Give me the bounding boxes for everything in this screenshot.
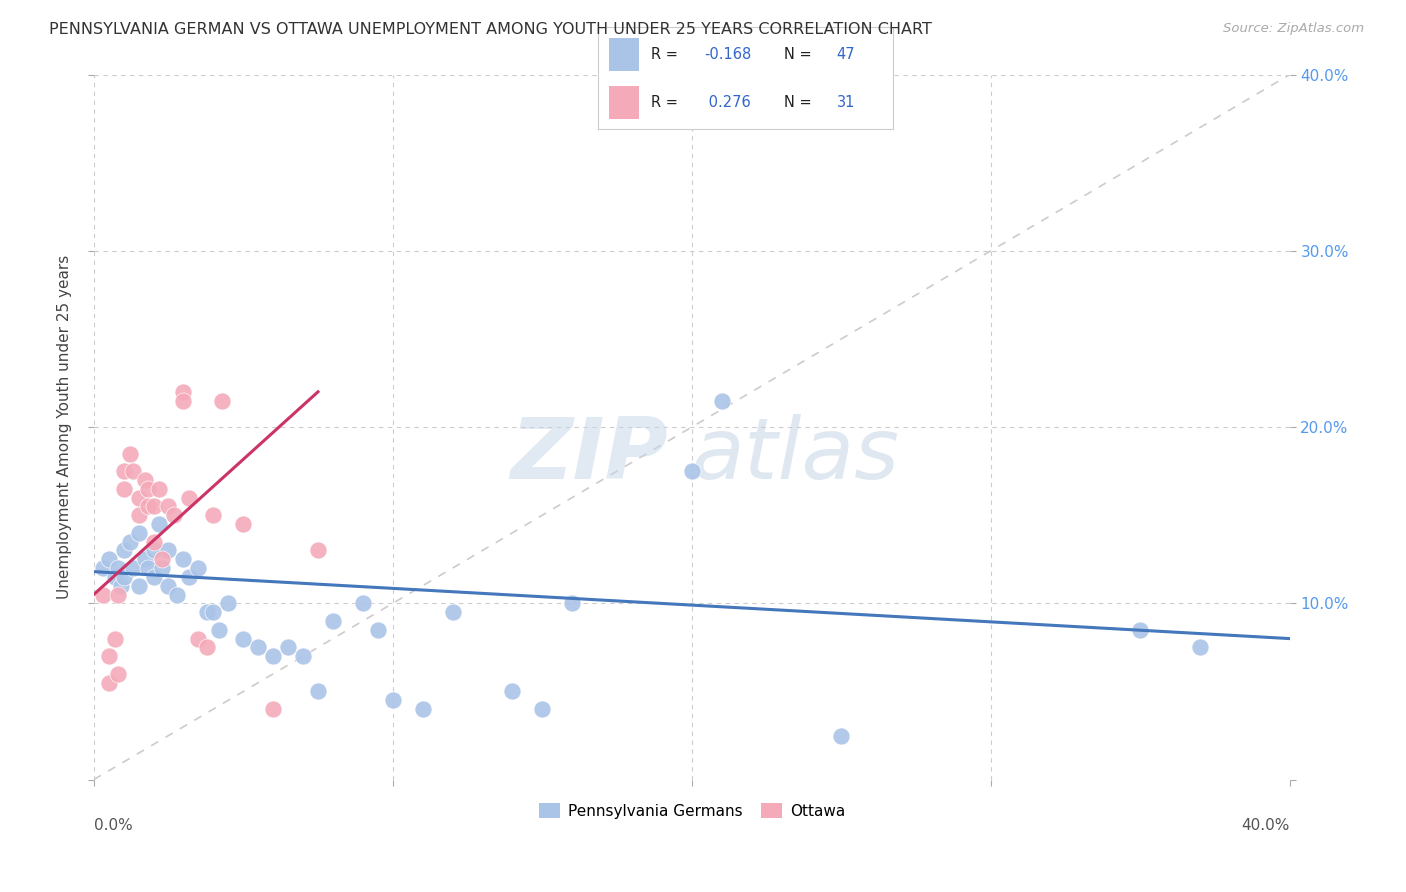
Point <box>152 561 174 575</box>
Point <box>157 500 180 514</box>
Point <box>110 579 132 593</box>
Text: N =: N = <box>783 47 811 62</box>
Point <box>1129 623 1152 637</box>
Text: Source: ZipAtlas.com: Source: ZipAtlas.com <box>1223 22 1364 36</box>
Point <box>107 666 129 681</box>
Point <box>128 579 150 593</box>
Point <box>148 516 170 531</box>
Point <box>710 393 733 408</box>
Point <box>232 632 254 646</box>
Point <box>307 684 329 698</box>
FancyBboxPatch shape <box>609 38 638 70</box>
Point <box>166 588 188 602</box>
Point <box>367 623 389 637</box>
Text: 0.0%: 0.0% <box>94 818 132 833</box>
Point <box>163 508 186 523</box>
Point <box>118 534 141 549</box>
Point <box>112 482 135 496</box>
Point <box>152 552 174 566</box>
Point <box>179 570 201 584</box>
Point <box>561 596 583 610</box>
Point <box>97 649 120 664</box>
Point <box>136 561 159 575</box>
Text: -0.168: -0.168 <box>704 47 751 62</box>
Point <box>97 552 120 566</box>
Point <box>112 464 135 478</box>
Point <box>202 605 225 619</box>
Text: N =: N = <box>783 95 811 111</box>
Point <box>381 693 404 707</box>
Point <box>128 491 150 505</box>
Point <box>681 464 703 478</box>
Point <box>211 393 233 408</box>
Point <box>307 543 329 558</box>
Point <box>322 614 344 628</box>
Point <box>134 552 156 566</box>
Point <box>501 684 523 698</box>
Point <box>195 605 218 619</box>
Point <box>277 640 299 655</box>
Point <box>91 561 114 575</box>
Text: PENNSYLVANIA GERMAN VS OTTAWA UNEMPLOYMENT AMONG YOUTH UNDER 25 YEARS CORRELATIO: PENNSYLVANIA GERMAN VS OTTAWA UNEMPLOYME… <box>49 22 932 37</box>
Point <box>172 384 194 399</box>
Legend: Pennsylvania Germans, Ottawa: Pennsylvania Germans, Ottawa <box>533 797 851 825</box>
Point <box>142 570 165 584</box>
Text: 40.0%: 40.0% <box>1241 818 1289 833</box>
Point <box>202 508 225 523</box>
Point <box>531 702 554 716</box>
Point <box>128 525 150 540</box>
Text: R =: R = <box>651 95 678 111</box>
Text: ZIP: ZIP <box>510 414 668 497</box>
Point <box>142 500 165 514</box>
Point <box>172 393 194 408</box>
Point <box>187 561 209 575</box>
Point <box>262 649 284 664</box>
Point <box>352 596 374 610</box>
Point <box>217 596 239 610</box>
Point <box>121 464 143 478</box>
Point <box>179 491 201 505</box>
Point <box>232 516 254 531</box>
Point <box>128 508 150 523</box>
Point <box>412 702 434 716</box>
Point <box>118 446 141 460</box>
Point <box>136 500 159 514</box>
Point <box>187 632 209 646</box>
Point <box>157 579 180 593</box>
Point <box>247 640 270 655</box>
Point <box>107 561 129 575</box>
Point <box>157 543 180 558</box>
Point <box>195 640 218 655</box>
Text: R =: R = <box>651 47 678 62</box>
Point <box>1189 640 1212 655</box>
Point <box>104 570 127 584</box>
Text: 0.276: 0.276 <box>704 95 751 111</box>
Point <box>121 561 143 575</box>
Point <box>107 588 129 602</box>
Point <box>292 649 315 664</box>
Text: atlas: atlas <box>692 414 900 497</box>
Point <box>112 543 135 558</box>
Point <box>208 623 231 637</box>
Point <box>97 675 120 690</box>
Y-axis label: Unemployment Among Youth under 25 years: Unemployment Among Youth under 25 years <box>58 255 72 599</box>
Text: 31: 31 <box>837 95 855 111</box>
Point <box>172 552 194 566</box>
Point <box>142 534 165 549</box>
FancyBboxPatch shape <box>609 87 638 119</box>
Point <box>262 702 284 716</box>
Point <box>91 588 114 602</box>
Point <box>112 570 135 584</box>
Point <box>441 605 464 619</box>
Point <box>104 632 127 646</box>
Text: 47: 47 <box>837 47 855 62</box>
Point <box>134 473 156 487</box>
Point <box>148 482 170 496</box>
Point <box>142 543 165 558</box>
Point <box>136 482 159 496</box>
Point <box>830 729 852 743</box>
